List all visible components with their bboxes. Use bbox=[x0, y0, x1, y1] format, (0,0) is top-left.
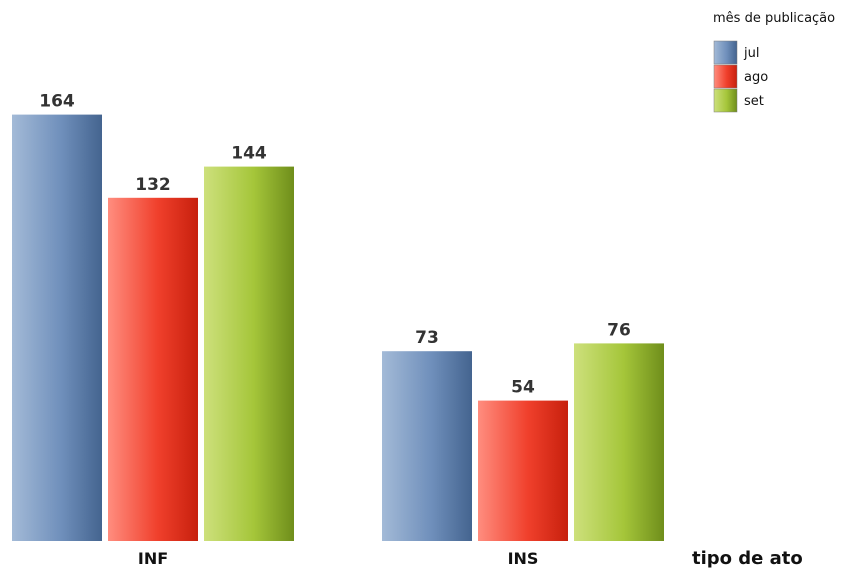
legend-swatch-set bbox=[713, 88, 738, 113]
bar-jul-INF bbox=[12, 114, 102, 541]
legend-swatch-ago bbox=[713, 64, 738, 89]
category-label-INS: INS bbox=[508, 549, 539, 568]
legend-title: mês de publicação bbox=[713, 11, 835, 26]
bar-ago-INS bbox=[478, 400, 568, 541]
legend-label-set: set bbox=[744, 94, 764, 109]
bar-set-INS bbox=[574, 343, 664, 541]
legend: mês de publicação jul ago set bbox=[713, 11, 835, 113]
x-axis-title: tipo de ato bbox=[692, 548, 803, 569]
value-label-jul-INS: 73 bbox=[415, 328, 439, 348]
value-labels-layer: 164 132 144 73 54 76 bbox=[39, 92, 631, 398]
value-label-set-INS: 76 bbox=[607, 320, 631, 340]
bar-jul-INS bbox=[382, 351, 472, 541]
value-label-jul-INF: 164 bbox=[39, 92, 75, 112]
legend-label-jul: jul bbox=[743, 46, 759, 61]
bars-layer bbox=[12, 114, 664, 542]
bar-set-INF bbox=[204, 166, 294, 541]
category-labels-layer: INF INS bbox=[138, 549, 539, 568]
value-label-ago-INF: 132 bbox=[135, 175, 171, 195]
legend-label-ago: ago bbox=[744, 70, 768, 85]
bar-ago-INF bbox=[108, 197, 198, 542]
legend-swatch-jul bbox=[713, 40, 738, 65]
category-label-INF: INF bbox=[138, 549, 168, 568]
value-label-ago-INS: 54 bbox=[511, 378, 535, 398]
value-label-set-INF: 144 bbox=[231, 144, 267, 164]
